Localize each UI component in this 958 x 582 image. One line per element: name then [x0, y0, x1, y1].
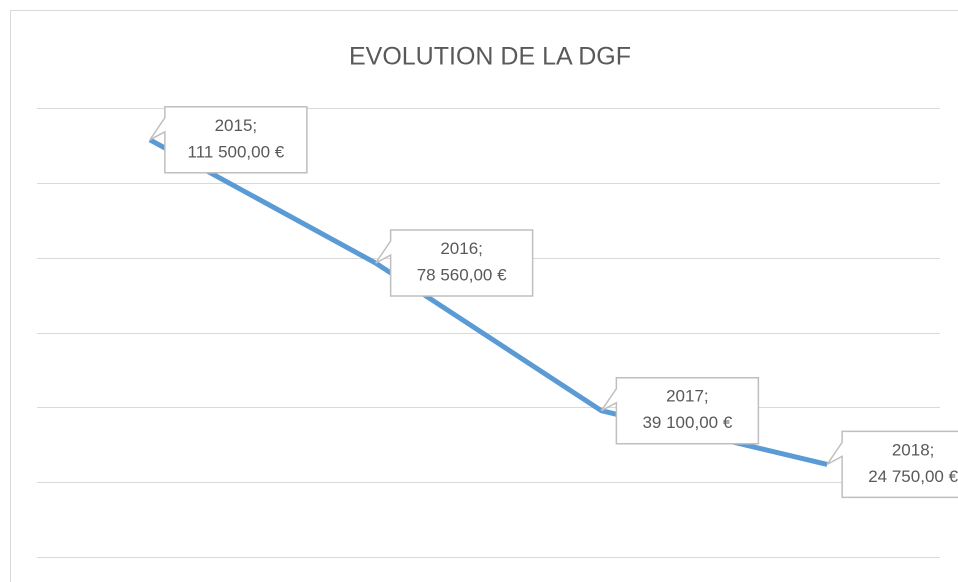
category: 2015 — [215, 116, 253, 135]
category: 2018 — [892, 441, 930, 460]
callout — [826, 430, 958, 499]
chart-title: EVOLUTION DE LA DGF — [349, 43, 631, 71]
data-label-category: 2017; — [666, 387, 709, 406]
data-label-category: 2016; — [440, 240, 483, 259]
data-label: 2016; 78 560,00 € — [375, 229, 534, 297]
data-label-category: 2015; — [215, 116, 258, 135]
separator: ; — [704, 387, 709, 406]
data-label-value: 78 560,00 € — [417, 266, 507, 285]
category: 2016 — [440, 240, 478, 259]
separator: ; — [478, 240, 483, 259]
category: 2017 — [666, 387, 704, 406]
callout — [375, 229, 534, 297]
separator: ; — [252, 116, 257, 135]
separator: ; — [930, 441, 935, 460]
data-label: 2015; 111 500,00 € — [149, 106, 308, 174]
data-label-value: 111 500,00 € — [188, 142, 285, 161]
data-label-category: 2018; — [892, 441, 935, 460]
data-label-value: 24 750,00 € — [868, 467, 958, 486]
data-label: 2017; 39 100,00 € — [600, 376, 760, 445]
callout — [600, 376, 760, 445]
callout — [149, 106, 308, 174]
data-label: 2018; 24 750,00 € — [826, 430, 958, 499]
data-label-value: 39 100,00 € — [642, 413, 732, 432]
